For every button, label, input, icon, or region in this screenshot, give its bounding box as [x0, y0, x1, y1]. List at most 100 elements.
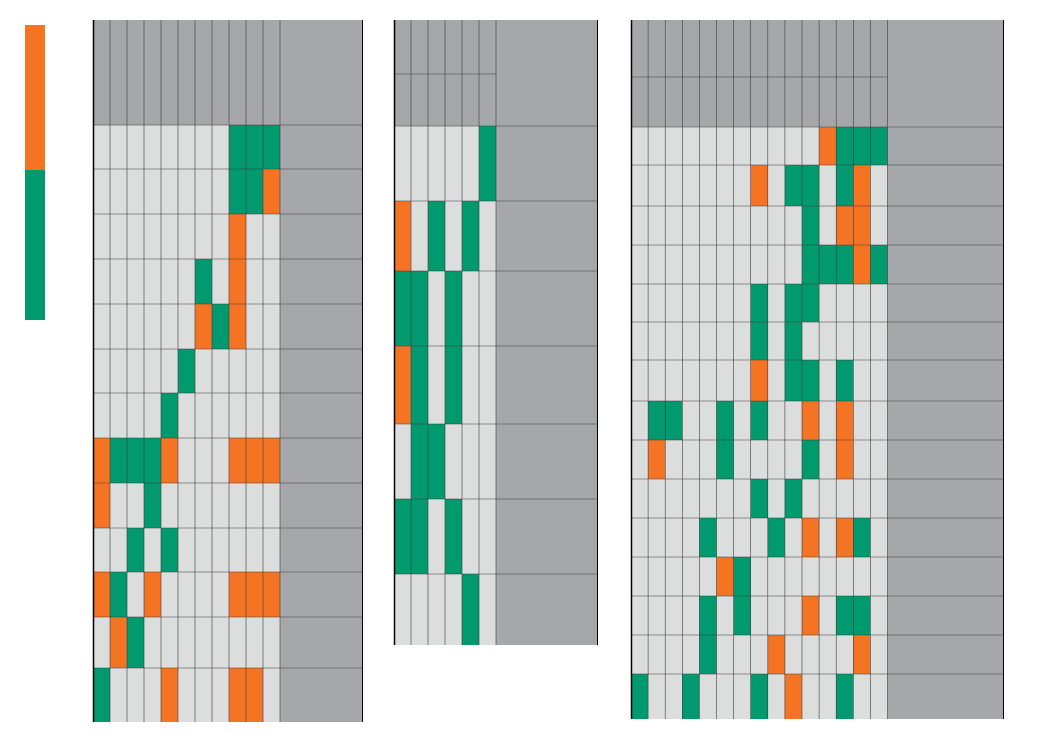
cell-r1-c3-empty [682, 165, 700, 206]
cell-r1-c12-green [836, 165, 854, 206]
cell-r4-c8-empty [767, 284, 785, 322]
cell-r3-c9-empty [784, 245, 802, 284]
cell-r6-c5-empty [716, 360, 734, 401]
cell-r8-c1-empty [110, 483, 127, 528]
cell-r9-c2-empty [665, 479, 683, 518]
cell-r7-c10-orange [802, 401, 820, 440]
cell-r4-c4-empty [161, 304, 178, 349]
cell-r12-c5-empty [716, 596, 734, 635]
cell-r7-c9-orange [246, 438, 263, 483]
cell-r9-c2-green [127, 528, 144, 572]
cell-r11-c3-empty [144, 617, 161, 668]
color-legend [25, 25, 45, 320]
cell-r9-c9-green [784, 479, 802, 518]
cell-r2-c4-empty [699, 206, 717, 245]
cell-r9-c6-empty [733, 479, 751, 518]
cell-r6-c4-empty [699, 360, 717, 401]
cell-r7-c1-green [648, 401, 666, 440]
cell-r5-c12-empty [836, 322, 854, 360]
cell-r10-c1-empty [648, 518, 666, 557]
cell-r4-c13-empty [853, 284, 871, 322]
cell-r1-c8-green [229, 169, 246, 214]
cell-r5-c3-empty [682, 322, 700, 360]
cell-r1-c2-empty [665, 165, 683, 206]
cell-r11-c8-empty [767, 557, 785, 596]
cell-r5-c4-empty [161, 349, 178, 393]
cell-r1-c0-empty [93, 169, 110, 214]
cell-r0-c0-empty [631, 127, 649, 165]
cell-r1-c3-empty [445, 201, 462, 271]
cell-r8-c10-empty [263, 483, 280, 528]
cell-r2-c0-green [394, 271, 411, 346]
cell-r2-c0-empty [631, 206, 649, 245]
cell-r11-c9-empty [784, 557, 802, 596]
cell-r2-c13-orange [853, 206, 871, 245]
cell-r2-c5-empty [178, 214, 195, 259]
cell-r6-c10-green [802, 360, 820, 401]
cell-r12-c9-orange [246, 668, 263, 722]
cell-r5-c4-empty [462, 499, 479, 574]
cell-r3-c3-green [445, 346, 462, 424]
cell-r12-c2-empty [127, 668, 144, 722]
cell-r9-c8-empty [229, 528, 246, 572]
cell-r12-c7-empty [212, 668, 229, 722]
cell-r7-c10-orange [263, 438, 280, 483]
cell-r1-c5-empty [178, 169, 195, 214]
cell-r12-c6-empty [195, 668, 212, 722]
cell-r14-c7-green [750, 674, 768, 719]
cell-r8-c5-empty [178, 483, 195, 528]
cell-r4-c0-empty [394, 424, 411, 499]
cell-r14-c3-green [682, 674, 700, 719]
cell-r13-c11-empty [819, 635, 837, 674]
cell-r12-c13-green [853, 596, 871, 635]
cell-r14-c11-empty [819, 674, 837, 719]
cell-r5-c4-empty [699, 322, 717, 360]
cell-r14-c10-empty [802, 674, 820, 719]
cell-r2-c6-empty [733, 206, 751, 245]
cell-r12-c2-empty [665, 596, 683, 635]
cell-r13-c8-orange [767, 635, 785, 674]
cell-r2-c6-empty [195, 214, 212, 259]
cell-r6-c7-empty [212, 393, 229, 438]
cell-r0-c13-green [853, 127, 871, 165]
cell-r10-c13-green [853, 518, 871, 557]
cell-r4-c7-green [212, 304, 229, 349]
cell-r14-c13-empty [853, 674, 871, 719]
cell-r12-c12-green [836, 596, 854, 635]
cell-r6-c0-empty [394, 574, 411, 645]
cell-r3-c7-empty [212, 259, 229, 304]
cell-r1-c1-empty [110, 169, 127, 214]
cell-r5-c0-empty [631, 322, 649, 360]
cell-r4-c5-empty [178, 304, 195, 349]
cell-r14-c14-empty [870, 674, 888, 719]
cell-r2-c7-empty [750, 206, 768, 245]
cell-r6-c4-green [161, 393, 178, 438]
cell-r6-c1-empty [648, 360, 666, 401]
cell-r8-c0-empty [631, 440, 649, 479]
cell-r1-c7-orange [750, 165, 768, 206]
cell-r7-c0-empty [631, 401, 649, 440]
cell-r11-c7-empty [212, 617, 229, 668]
cell-r8-c11-empty [819, 440, 837, 479]
cell-r12-c4-green [699, 596, 717, 635]
cell-r6-c10-empty [263, 393, 280, 438]
cell-r1-c1-empty [411, 201, 428, 271]
cell-r6-c3-empty [682, 360, 700, 401]
cell-r5-c14-empty [870, 322, 888, 360]
cell-r11-c0-empty [93, 617, 110, 668]
cell-r6-c3-empty [445, 574, 462, 645]
cell-r2-c1-empty [648, 206, 666, 245]
cell-r1-c4-green [462, 201, 479, 271]
cell-r1-c2-green [428, 201, 445, 271]
cell-r11-c8-empty [229, 617, 246, 668]
cell-r3-c0-empty [93, 259, 110, 304]
cell-r14-c2-empty [665, 674, 683, 719]
cell-r11-c0-empty [631, 557, 649, 596]
cell-r3-c7-empty [750, 245, 768, 284]
cell-r7-c9-empty [784, 401, 802, 440]
cell-r11-c4-empty [161, 617, 178, 668]
cell-r6-c0-empty [631, 360, 649, 401]
cell-r8-c10-green [802, 440, 820, 479]
cell-r0-c0-empty [93, 125, 110, 169]
cell-r3-c4-empty [462, 346, 479, 424]
